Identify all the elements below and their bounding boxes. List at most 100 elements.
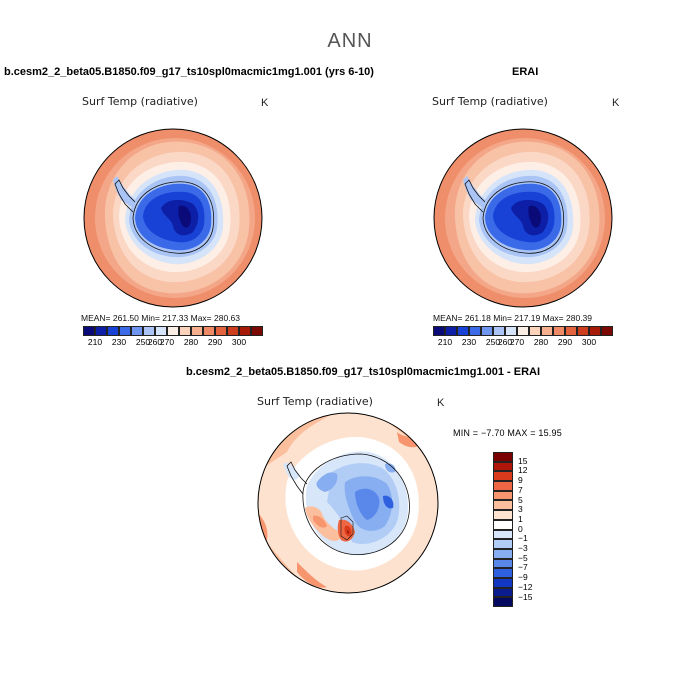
panel-3-units-label: K: [437, 397, 445, 409]
panel-3-colorbar-labels: 15 12 9 7 5 3 1 0 −1 −3 −5 −7 −9 −12 −15: [518, 452, 548, 612]
colorbar-cell: [529, 326, 541, 336]
colorbar-tick-label: −7: [518, 562, 528, 573]
colorbar-tick-label: 270: [509, 337, 525, 347]
colorbar-cell: [505, 326, 517, 336]
panel-3-stats: MIN = −7.70 MAX = 15.95: [453, 428, 562, 438]
colorbar-tick-label: −9: [518, 572, 528, 583]
panel-3-case-title: b.cesm2_2_beta05.B1850.f09_g17_ts10spl0m…: [186, 366, 541, 378]
colorbar-tick-label: 9: [518, 475, 523, 486]
colorbar-cell: [433, 326, 445, 336]
colorbar-cell: [493, 461, 513, 472]
colorbar-cell: [167, 326, 179, 336]
colorbar-cell: [493, 558, 513, 569]
colorbar-tick-label: 5: [518, 494, 523, 505]
colorbar-cell: [239, 326, 251, 336]
colorbar-cell: [107, 326, 119, 336]
panel-3-colorbar: [493, 452, 513, 607]
colorbar-tick-label: 270: [159, 337, 175, 347]
colorbar-tick-label: 12: [518, 465, 528, 476]
colorbar-cell: [493, 529, 513, 540]
colorbar-tick-label: 280: [183, 337, 199, 347]
colorbar-cell: [493, 568, 513, 578]
colorbar-cell: [481, 326, 493, 336]
colorbar-cell: [179, 326, 191, 336]
colorbar-tick-label: −3: [518, 543, 528, 553]
colorbar-tick-label: 3: [518, 504, 523, 515]
colorbar-tick-label: 280: [533, 337, 549, 347]
colorbar-cell: [493, 510, 513, 520]
panel-3-difference-map: [257, 412, 439, 594]
colorbar-tick-label: 7: [518, 484, 523, 495]
colorbar-cell: [565, 326, 577, 336]
panel-1-case-title: b.cesm2_2_beta05.B1850.f09_g17_ts10spl0m…: [4, 66, 374, 78]
colorbar-tick-label: −12: [518, 581, 533, 592]
colorbar-tick-label: 0: [518, 523, 523, 534]
colorbar-tick-label: 210: [437, 337, 453, 347]
colorbar-cell: [517, 326, 529, 336]
colorbar-tick-label: 300: [581, 337, 597, 347]
panel-1-variable-label: Surf Temp (radiative): [82, 95, 198, 108]
colorbar-tick-label: 290: [557, 337, 573, 347]
colorbar-tick-label: 210: [87, 337, 103, 347]
colorbar-tick-label: 1: [518, 513, 523, 524]
colorbar-cell: [251, 326, 263, 336]
panel-2-units-label: K: [612, 97, 620, 109]
colorbar-cell: [553, 326, 565, 336]
colorbar-cell: [227, 326, 239, 336]
colorbar-cell: [119, 326, 131, 336]
colorbar-cell: [131, 326, 143, 336]
colorbar-cell: [493, 577, 513, 588]
colorbar-cell: [95, 326, 107, 336]
panel-1-colorbar-cells: [83, 326, 263, 336]
colorbar-cell: [493, 481, 513, 491]
panel-2-colorbar-ticks: 210 230 250 260 270 280 290 300: [433, 336, 613, 348]
colorbar-cell: [493, 471, 513, 482]
colorbar-cell: [445, 326, 457, 336]
colorbar-tick-label: 260: [147, 337, 163, 347]
colorbar-cell: [493, 539, 513, 549]
colorbar-cell: [469, 326, 481, 336]
panel-2-polar-map: [433, 128, 613, 308]
colorbar-tick-label: 230: [111, 337, 127, 347]
colorbar-cell: [493, 597, 513, 607]
colorbar-tick-label: 15: [518, 455, 528, 466]
panel-2-colorbar: 210 230 250 260 270 280 290 300: [433, 326, 613, 348]
panel-1-colorbar-ticks: 210 230 250 260 270 280 290 300: [83, 336, 263, 348]
colorbar-cell: [215, 326, 227, 336]
panel-2-stats: MEAN= 261.18 Min= 217.19 Max= 280.39: [433, 313, 593, 323]
colorbar-cell: [577, 326, 589, 336]
colorbar-cell: [493, 490, 513, 501]
colorbar-cell: [191, 326, 203, 336]
colorbar-cell: [155, 326, 167, 336]
panel-1-units-label: K: [261, 97, 269, 109]
colorbar-cell: [83, 326, 95, 336]
colorbar-tick-label: 290: [207, 337, 223, 347]
colorbar-cell: [203, 326, 215, 336]
colorbar-cell: [493, 500, 513, 511]
colorbar-cell: [457, 326, 469, 336]
colorbar-tick-label: 250: [485, 337, 501, 347]
colorbar-tick-label: −15: [518, 591, 533, 602]
colorbar-cell: [601, 326, 613, 336]
colorbar-tick-label: −1: [518, 533, 528, 544]
panel-1-colorbar: 210 230 250 260 270 280 290 300: [83, 326, 263, 348]
colorbar-cell: [493, 452, 513, 462]
colorbar-tick-label: −5: [518, 552, 528, 563]
panel-1-polar-map: [83, 128, 263, 308]
colorbar-tick-label: 250: [135, 337, 151, 347]
panel-3-variable-label: Surf Temp (radiative): [257, 395, 373, 408]
panel-2-case-title: ERAI: [512, 66, 539, 78]
colorbar-cell: [493, 548, 513, 559]
colorbar-cell: [493, 326, 505, 336]
panel-2-variable-label: Surf Temp (radiative): [432, 95, 548, 108]
panel-2-colorbar-cells: [433, 326, 613, 336]
colorbar-cell: [589, 326, 601, 336]
colorbar-cell: [541, 326, 553, 336]
colorbar-tick-label: 260: [497, 337, 513, 347]
colorbar-cell: [143, 326, 155, 336]
colorbar-tick-label: 230: [461, 337, 477, 347]
panel-1-stats: MEAN= 261.50 Min= 217.33 Max= 280.63: [81, 313, 241, 323]
colorbar-tick-label: 300: [231, 337, 247, 347]
colorbar-cell: [493, 587, 513, 598]
colorbar-cell: [493, 519, 513, 530]
